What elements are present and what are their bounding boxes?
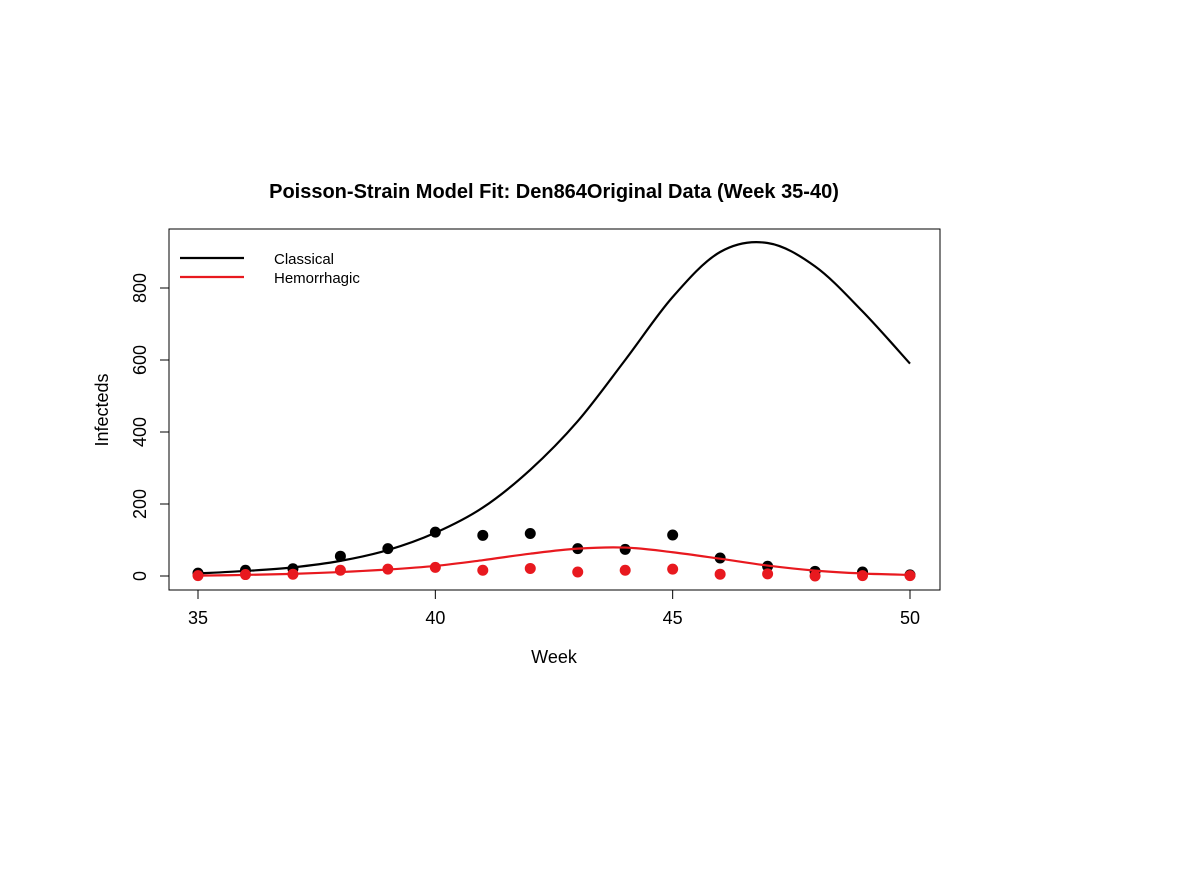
x-tick-label: 50 xyxy=(900,608,920,628)
y-tick-label: 400 xyxy=(130,417,150,447)
data-point-classical xyxy=(477,529,489,541)
data-point-hemorrhagic xyxy=(809,570,821,582)
series-hemorrhagic xyxy=(192,546,916,582)
data-point-classical xyxy=(524,528,536,540)
data-point-hemorrhagic xyxy=(857,570,869,582)
y-axis-label: Infecteds xyxy=(92,373,112,446)
data-point-classical xyxy=(619,543,631,555)
x-tick-label: 40 xyxy=(425,608,445,628)
data-point-hemorrhagic xyxy=(762,568,774,580)
x-axis-label: Week xyxy=(531,647,578,667)
x-tick-label: 45 xyxy=(663,608,683,628)
data-point-hemorrhagic xyxy=(572,566,584,578)
data-point-hemorrhagic xyxy=(524,562,536,574)
x-tick-label: 35 xyxy=(188,608,208,628)
data-point-hemorrhagic xyxy=(904,570,916,582)
legend-label-classical: Classical xyxy=(274,251,334,268)
x-axis: 35 40 45 50 xyxy=(188,589,920,628)
series-classical xyxy=(192,241,916,581)
data-point-hemorrhagic xyxy=(477,564,489,576)
y-axis: 0 200 400 600 800 xyxy=(130,273,170,581)
y-tick-label: 800 xyxy=(130,273,150,303)
legend: Classical Hemorrhagic xyxy=(180,251,360,287)
chart-title: Poisson-Strain Model Fit: Den864Original… xyxy=(269,181,839,203)
data-point-classical xyxy=(667,529,679,541)
data-point-hemorrhagic xyxy=(619,564,631,576)
data-point-classical xyxy=(334,550,346,562)
data-point-hemorrhagic xyxy=(667,563,679,575)
data-point-hemorrhagic xyxy=(334,564,346,576)
fit-line-hemorrhagic xyxy=(197,546,911,577)
series-layer xyxy=(192,241,916,582)
legend-label-hemorrhagic: Hemorrhagic xyxy=(274,270,360,287)
y-tick-label: 600 xyxy=(130,345,150,375)
y-tick-label: 200 xyxy=(130,489,150,519)
fit-line-classical xyxy=(197,241,911,575)
y-tick-label: 0 xyxy=(130,571,150,581)
data-point-hemorrhagic xyxy=(714,568,726,580)
